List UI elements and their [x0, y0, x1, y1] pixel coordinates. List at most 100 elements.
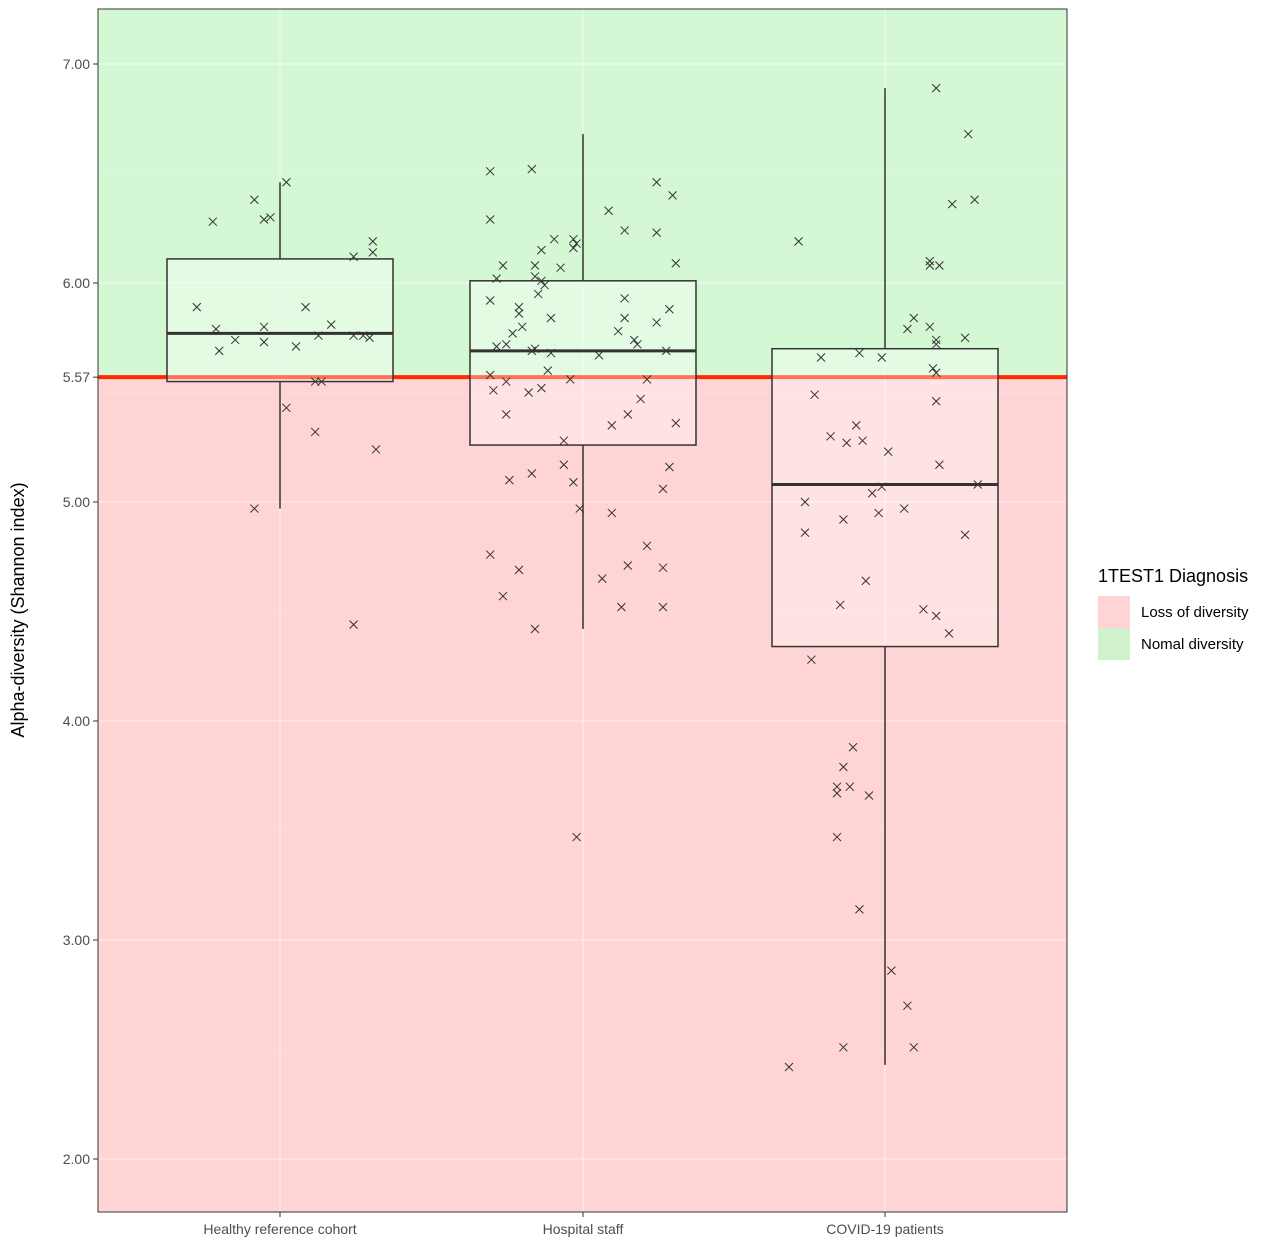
x-tick-label: COVID-19 patients — [826, 1221, 944, 1237]
y-axis: 2.00 3.00 4.00 5.00 5.57 6.00 7.00 — [63, 56, 98, 1167]
data-point — [230, 335, 240, 345]
data-point — [671, 258, 681, 268]
data-point — [575, 504, 585, 513]
data-point — [572, 239, 581, 248]
data-point — [925, 322, 935, 332]
data-point — [259, 337, 269, 347]
data-point — [877, 353, 887, 362]
data-point — [485, 166, 495, 176]
data-point — [620, 293, 629, 303]
data-point — [826, 431, 835, 441]
data-point — [569, 234, 578, 244]
y-tick-label: 5.00 — [63, 494, 90, 510]
data-point — [259, 322, 269, 332]
data-point — [858, 436, 867, 446]
legend-key — [1098, 628, 1130, 660]
data-point — [848, 742, 858, 752]
data-point — [559, 436, 569, 446]
data-point — [947, 199, 957, 209]
y-tick-label: 5.57 — [63, 369, 90, 385]
data-point — [845, 782, 855, 792]
data-point — [527, 469, 537, 478]
data-point — [485, 296, 495, 305]
data-point — [931, 335, 941, 345]
data-point — [800, 497, 810, 507]
data-point — [665, 304, 674, 314]
x-tick-label: Healthy reference cohort — [203, 1221, 356, 1237]
data-point — [668, 191, 677, 200]
box-body — [166, 258, 394, 383]
data-point — [861, 576, 871, 586]
data-point — [514, 309, 524, 319]
data-point — [594, 350, 604, 360]
data-point — [282, 403, 291, 413]
data-point — [903, 324, 912, 334]
data-point — [973, 480, 983, 489]
data-point — [832, 832, 842, 842]
data-point — [492, 274, 501, 283]
data-point — [546, 313, 556, 323]
data-point — [540, 280, 549, 290]
data-point — [214, 346, 224, 356]
box-body — [771, 347, 999, 648]
data-point — [658, 602, 668, 612]
y-tick-label: 7.00 — [63, 56, 90, 72]
data-point — [883, 447, 893, 456]
data-point — [620, 313, 629, 323]
data-point — [559, 460, 569, 470]
data-point — [944, 629, 954, 638]
legend-key — [1098, 596, 1130, 628]
data-point — [546, 348, 556, 358]
data-point — [485, 215, 495, 224]
data-point — [492, 342, 501, 351]
data-point — [816, 353, 826, 362]
legend-label: Nomal diversity — [1141, 636, 1244, 653]
data-point — [928, 364, 938, 373]
data-point — [633, 339, 642, 349]
box-2 — [771, 88, 999, 1065]
data-point — [505, 475, 514, 485]
data-point — [607, 420, 617, 430]
data-point — [192, 302, 202, 312]
legend-label: Loss of diversity — [1141, 604, 1249, 621]
data-point — [867, 488, 877, 498]
data-point — [842, 438, 851, 448]
data-point — [498, 261, 508, 270]
data-point — [835, 600, 845, 610]
data-point — [508, 329, 517, 338]
data-point — [784, 1062, 794, 1072]
data-point — [317, 377, 326, 386]
data-point — [832, 788, 842, 798]
data-point — [623, 561, 633, 570]
data-point — [839, 762, 848, 772]
data-point — [652, 228, 661, 237]
data-point — [498, 591, 508, 601]
data-point — [623, 410, 633, 419]
data-point — [960, 530, 970, 540]
data-point — [572, 832, 581, 842]
data-point — [368, 237, 378, 246]
data-point — [301, 302, 310, 312]
jitter-points — [192, 83, 983, 1072]
data-point — [524, 388, 533, 397]
data-point — [661, 346, 671, 356]
data-point — [569, 243, 578, 253]
data-point — [864, 791, 874, 800]
x-axis: Healthy reference cohort Hospital staff CO… — [203, 1212, 944, 1237]
data-point — [291, 342, 301, 351]
data-point — [537, 276, 546, 286]
data-point — [310, 377, 320, 386]
x-tick-label: Hospital staff — [543, 1221, 624, 1237]
data-point — [530, 624, 540, 634]
data-point — [855, 904, 864, 914]
data-point — [909, 313, 919, 323]
data-point — [629, 335, 639, 345]
data-point — [310, 427, 320, 437]
data-point — [501, 377, 511, 386]
data-point — [613, 326, 623, 336]
boxes — [166, 88, 999, 1065]
data-point — [527, 164, 537, 174]
data-point — [839, 515, 848, 524]
box-1 — [469, 134, 697, 630]
data-point — [537, 383, 546, 393]
